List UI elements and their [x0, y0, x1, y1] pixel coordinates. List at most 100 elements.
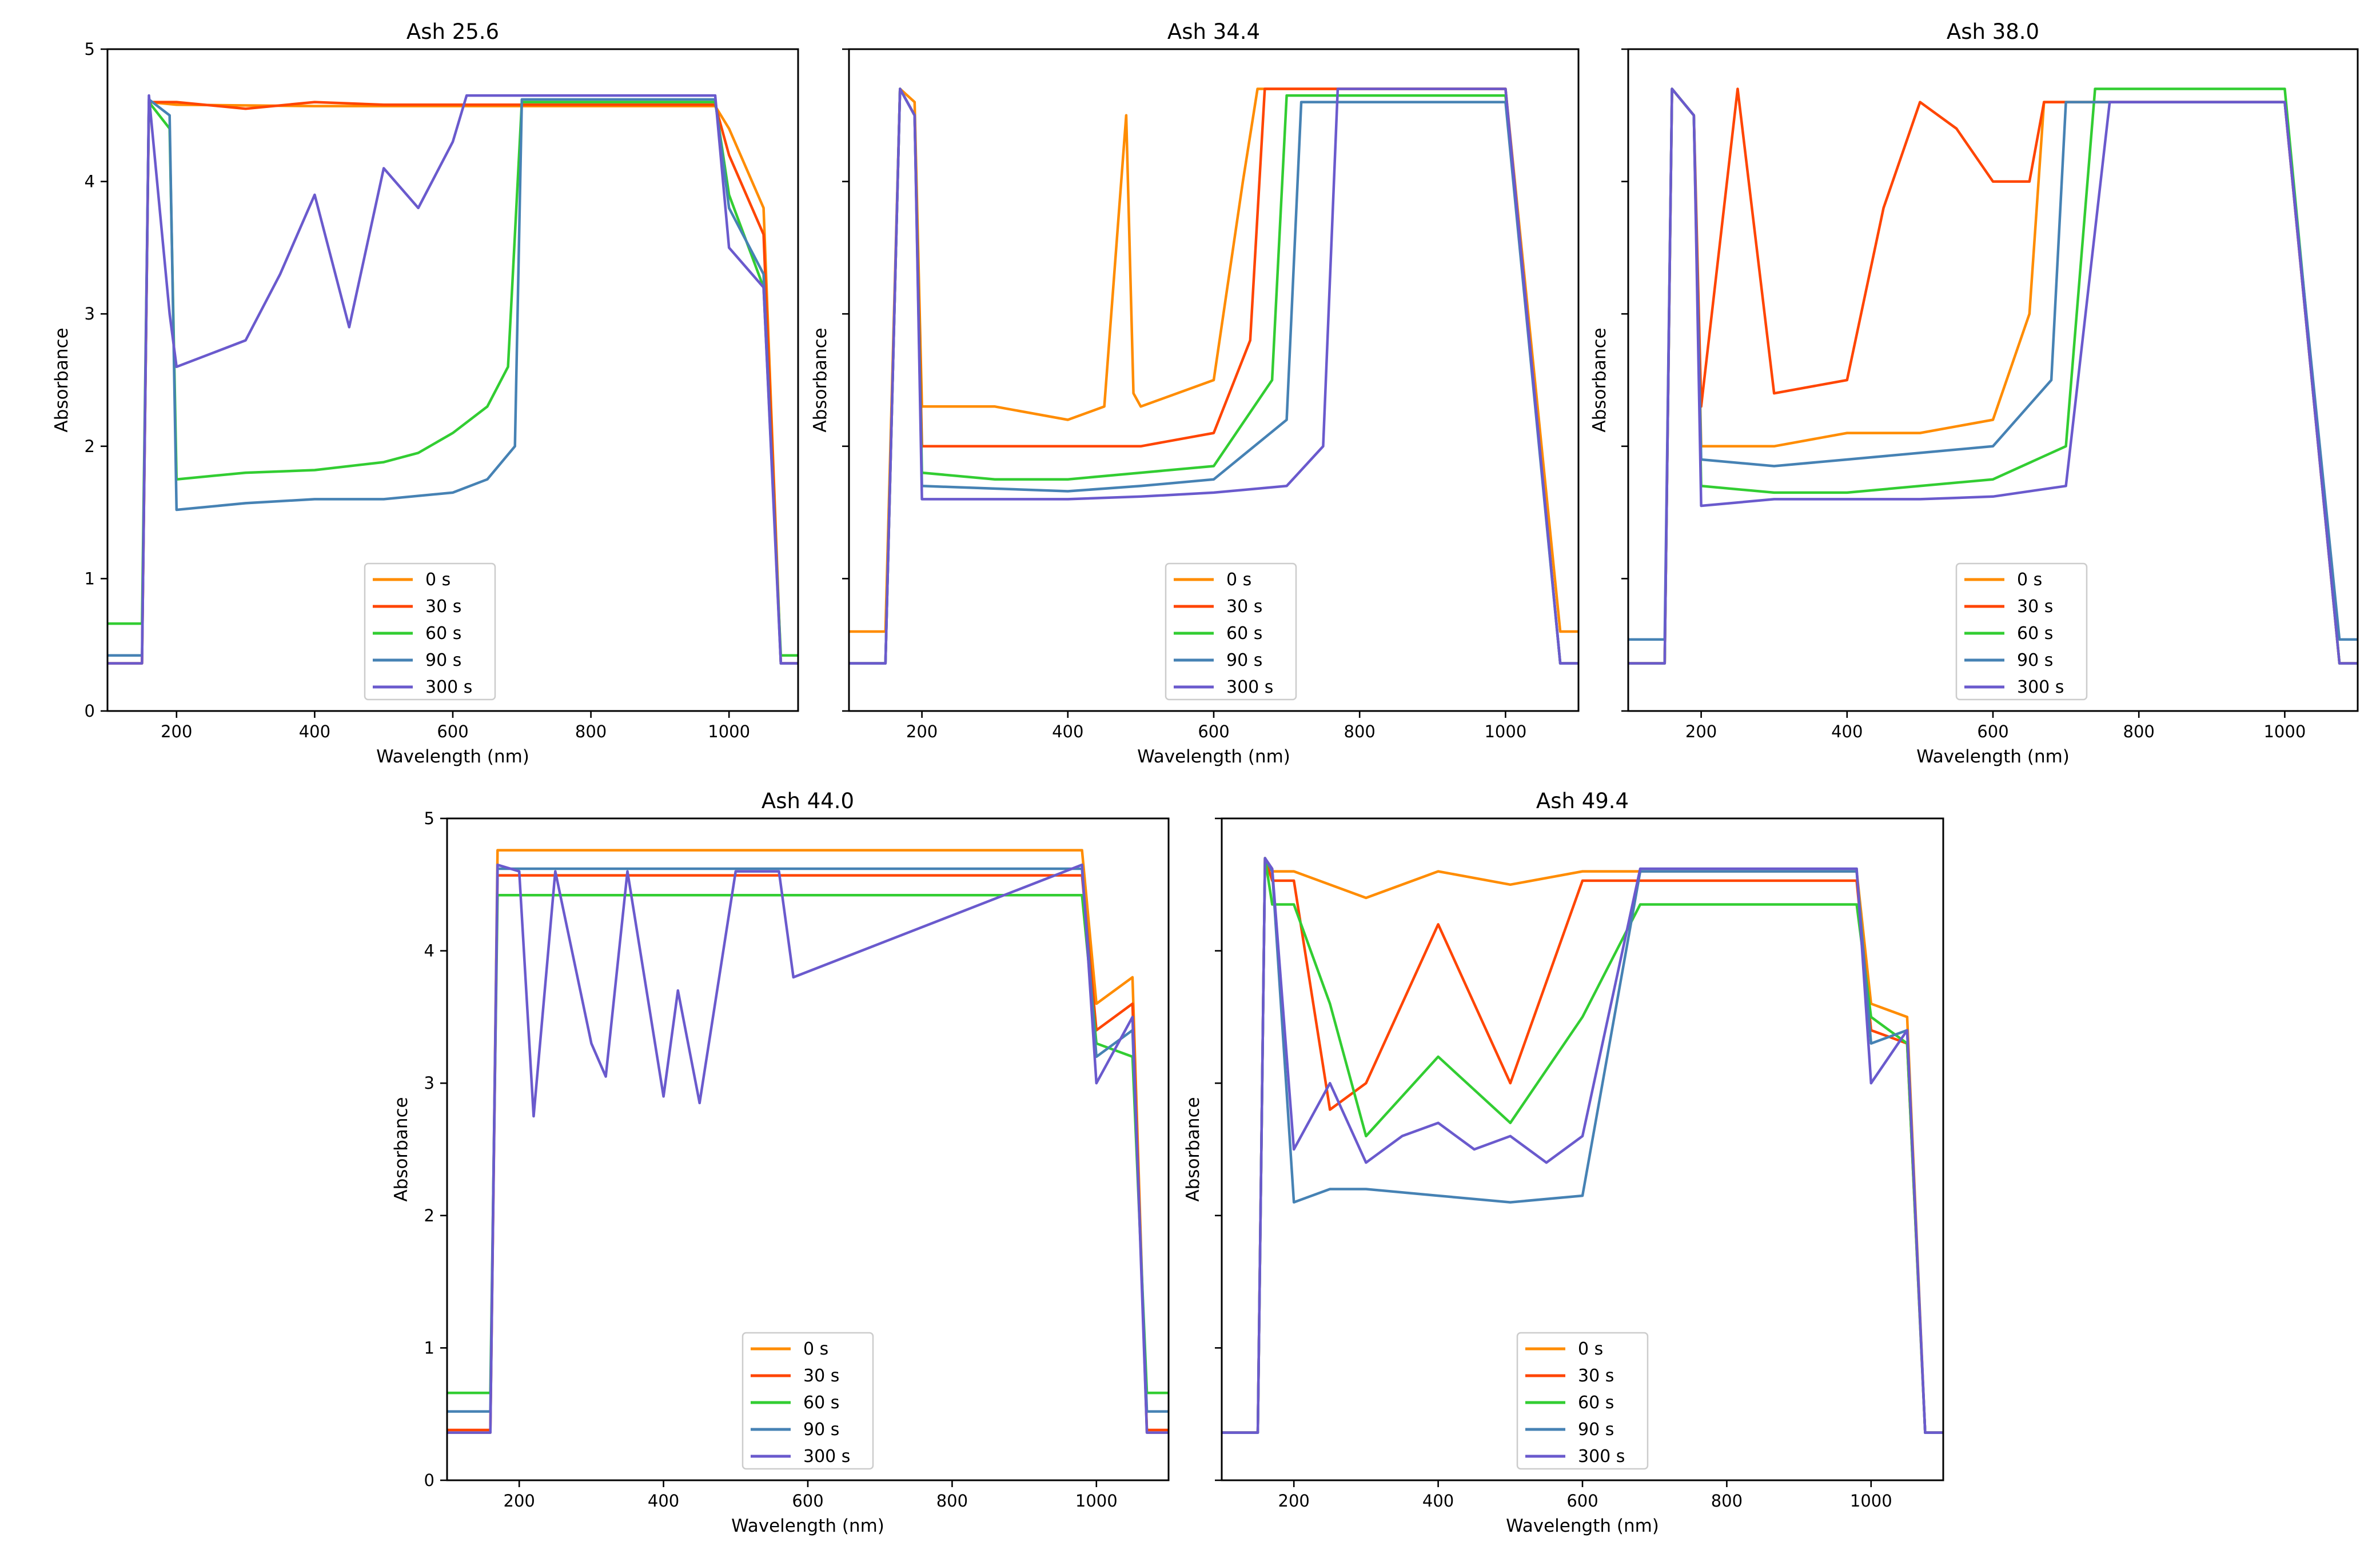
legend-box [1165, 562, 1297, 701]
y-tick-label: 5 [424, 809, 434, 828]
legend-label: 90 s [1226, 650, 1262, 670]
series-line-300s [1628, 87, 2358, 665]
legend-label: 60 s [1578, 1393, 1614, 1413]
legend-box [1955, 562, 2088, 701]
x-tick-label: 800 [1344, 722, 1376, 741]
x-tick-label: 1000 [1484, 722, 1526, 741]
legend-label: 0 s [1226, 570, 1251, 590]
legend: 0 s 30 s 60 s 90 s 300 s [1165, 562, 1297, 701]
series-line-300s [447, 863, 1169, 1434]
x-tick-label: 1000 [708, 722, 750, 741]
x-axis-label: Wavelength (nm) [1506, 1516, 1659, 1536]
legend: 0 s 30 s 60 s 90 s 300 s [1955, 562, 2088, 701]
series-line-60s [107, 101, 798, 657]
plot-area: 200 400 600 800 1000 [842, 48, 1580, 741]
legend-label: 30 s [1226, 597, 1262, 617]
y-tick-label: 3 [85, 304, 95, 323]
legend-label: 60 s [425, 624, 461, 644]
plot-area: 200 400 600 800 1000 0 1 2 3 4 5 [424, 809, 1170, 1511]
series-line-60s [1222, 857, 1943, 1434]
panel-title: Ash 49.4 [1536, 789, 1629, 813]
x-tick-label: 200 [1278, 1491, 1310, 1511]
y-tick-label: 0 [424, 1471, 434, 1490]
x-tick-label: 200 [906, 722, 938, 741]
x-tick-label: 600 [1198, 722, 1229, 741]
legend: 0 s 30 s 60 s 90 s 300 s [364, 562, 496, 701]
legend-label: 300 s [425, 677, 472, 697]
y-tick-label: 2 [85, 437, 95, 456]
x-tick-label: 1000 [2263, 722, 2306, 741]
y-tick-label: 1 [424, 1338, 434, 1357]
x-tick-label: 400 [1052, 722, 1083, 741]
legend-label: 300 s [2017, 677, 2064, 697]
x-tick-label: 200 [504, 1491, 535, 1511]
x-tick-label: 800 [575, 722, 607, 741]
x-tick-label: 600 [792, 1491, 823, 1511]
y-tick-label: 0 [85, 701, 95, 721]
legend-label: 90 s [803, 1420, 839, 1440]
y-tick-label: 4 [85, 172, 95, 191]
y-tick-label: 3 [424, 1073, 434, 1093]
x-tick-label: 400 [299, 722, 330, 741]
x-tick-label: 800 [2123, 722, 2155, 741]
panel-ash-38-0: Ash 38.0 Wavelength (nm) Absorbance 200 4… [1589, 19, 2359, 767]
x-tick-label: 800 [1711, 1491, 1743, 1511]
legend-label: 90 s [2017, 650, 2053, 670]
x-tick-label: 600 [437, 722, 468, 741]
y-tick-label: 2 [424, 1206, 434, 1225]
legend-label: 0 s [803, 1339, 828, 1359]
legend-label: 30 s [2017, 597, 2053, 617]
legend-box [1516, 1332, 1649, 1470]
legend-label: 300 s [1226, 677, 1273, 697]
x-tick-label: 600 [1566, 1491, 1598, 1511]
series-line-300s [1222, 857, 1943, 1434]
series-line-0s [849, 87, 1578, 633]
x-tick-label: 200 [1685, 722, 1717, 741]
series-line-90s [107, 98, 798, 665]
panel-title: Ash 38.0 [1947, 19, 2039, 44]
legend-label: 0 s [2017, 570, 2042, 590]
panel-title: Ash 44.0 [762, 789, 854, 813]
plot-area: 200 400 600 800 1000 [1621, 48, 2359, 741]
series-line-300s [107, 94, 798, 665]
legend-label: 300 s [803, 1447, 850, 1467]
legend-label: 30 s [425, 597, 461, 617]
panel-title: Ash 25.6 [406, 19, 499, 44]
panel-ash-44-0: Ash 44.0 Wavelength (nm) Absorbance 200 4… [391, 789, 1170, 1536]
legend-label: 30 s [1578, 1366, 1614, 1386]
x-axis-label: Wavelength (nm) [376, 746, 529, 767]
legend-label: 60 s [803, 1393, 839, 1413]
panel-title: Ash 34.4 [1167, 19, 1260, 44]
y-tick-label: 5 [85, 39, 95, 59]
x-axis-label: Wavelength (nm) [1137, 746, 1290, 767]
x-tick-label: 600 [1977, 722, 2008, 741]
x-tick-label: 400 [1422, 1491, 1454, 1511]
legend: 0 s 30 s 60 s 90 s 300 s [741, 1332, 874, 1470]
legend-label: 0 s [1578, 1339, 1603, 1359]
x-tick-label: 400 [648, 1491, 679, 1511]
series-line-90s [1628, 87, 2358, 641]
y-axis-label: Absorbance [1183, 1097, 1203, 1201]
x-tick-label: 400 [1831, 722, 1863, 741]
legend: 0 s 30 s 60 s 90 s 300 s [1516, 1332, 1649, 1470]
x-tick-label: 800 [936, 1491, 968, 1511]
legend-label: 30 s [803, 1366, 839, 1386]
series-line-300s [849, 87, 1578, 665]
legend-label: 300 s [1578, 1447, 1625, 1467]
legend-label: 0 s [425, 570, 451, 590]
series-line-60s [447, 894, 1169, 1395]
y-axis-label: Absorbance [810, 327, 831, 432]
legend-box [364, 562, 496, 701]
y-axis-label: Absorbance [391, 1097, 412, 1201]
y-axis-label: Absorbance [51, 327, 72, 432]
plot-area: 200 400 600 800 1000 [1215, 817, 1944, 1511]
y-tick-label: 1 [85, 569, 95, 588]
legend-label: 90 s [425, 650, 461, 670]
legend-label: 90 s [1578, 1420, 1614, 1440]
y-axis-label: Absorbance [1589, 327, 1610, 432]
x-axis-label: Wavelength (nm) [1916, 746, 2070, 767]
x-axis-label: Wavelength (nm) [731, 1516, 884, 1536]
panel-ash-25-6: Ash 25.6 Wavelength (nm) Absorbance 200 4… [51, 19, 799, 767]
x-tick-label: 1000 [1075, 1491, 1118, 1511]
